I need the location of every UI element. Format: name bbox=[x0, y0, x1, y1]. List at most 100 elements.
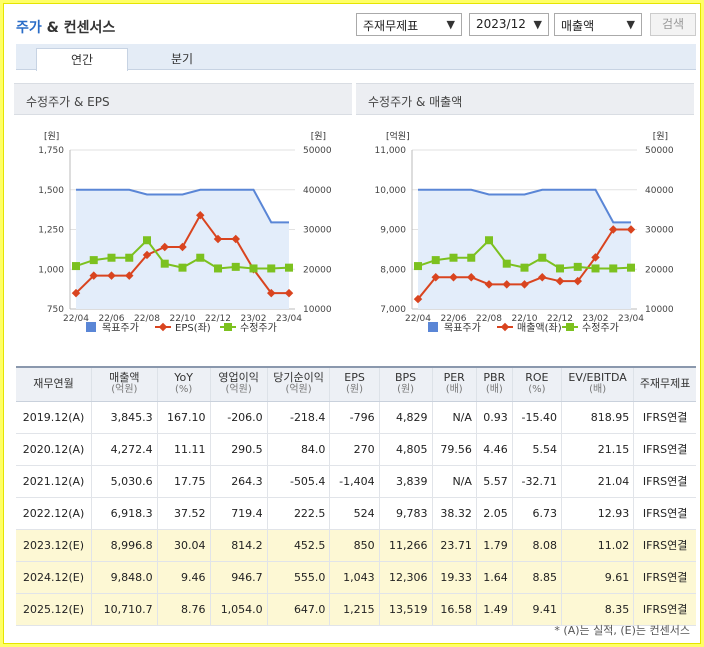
table-cell: 555.0 bbox=[266, 561, 330, 594]
right-tick-label: 10000 bbox=[303, 305, 332, 315]
right-tick-label: 30000 bbox=[645, 226, 674, 236]
table-cell: 1,043 bbox=[329, 561, 380, 594]
data-point bbox=[449, 272, 458, 282]
data-point bbox=[449, 253, 458, 262]
table-cell: -32.71 bbox=[511, 465, 562, 498]
table-cell: 11,266 bbox=[378, 529, 433, 562]
table-cell: IFRS연결 bbox=[633, 465, 696, 498]
column-header: 재무연월 bbox=[16, 366, 92, 402]
chart-panel-eps: 수정주가 & EPS [원] [원] 1,750 1,500 1,250 1,000 750… bbox=[14, 83, 352, 342]
data-point bbox=[502, 259, 511, 268]
search-button[interactable]: 검색 bbox=[650, 13, 696, 36]
table-cell: -218.4 bbox=[266, 401, 330, 434]
left-tick-label: 8,000 bbox=[380, 265, 406, 275]
data-point bbox=[125, 253, 134, 262]
table-cell: 946.7 bbox=[209, 561, 268, 594]
data-point bbox=[502, 280, 511, 289]
data-point bbox=[538, 253, 547, 262]
data-point bbox=[213, 234, 223, 244]
series-line bbox=[418, 188, 631, 224]
period-select[interactable]: 2023/12 ▼ bbox=[469, 13, 549, 36]
table-cell: 850 bbox=[329, 529, 380, 562]
column-header: 매출액 (억원) bbox=[91, 366, 158, 402]
x-tick-label: 22/06 bbox=[99, 314, 125, 324]
consensus-widget: 주가 & 컨센서스 주재무제표 ▼ 2023/12 ▼ 매출액 ▼ 검색 연간 분기 … bbox=[3, 3, 701, 644]
left-tick-label: 7,000 bbox=[380, 305, 406, 315]
data-point bbox=[214, 264, 222, 273]
column-header: 주재무제표 bbox=[633, 366, 696, 402]
data-point bbox=[591, 264, 600, 273]
table-cell: 12,306 bbox=[378, 561, 433, 594]
right-tick-label: 20000 bbox=[645, 265, 674, 275]
table-row: 2020.12(A) 4,272.4 11.11 290.5 84.0 270 4,805 7… bbox=[16, 433, 696, 466]
x-tick-label: 22/04 bbox=[405, 314, 431, 324]
data-point bbox=[143, 236, 151, 245]
item-select[interactable]: 매출액 ▼ bbox=[554, 13, 642, 36]
column-header: ROE (%) bbox=[511, 366, 562, 402]
table-cell: 12.93 bbox=[560, 497, 634, 530]
tab-annual[interactable]: 연간 bbox=[36, 48, 128, 71]
right-tick-label: 40000 bbox=[645, 186, 674, 196]
table-cell: 270 bbox=[329, 433, 380, 466]
data-point bbox=[485, 236, 493, 245]
table-cell: 9.46 bbox=[156, 561, 211, 594]
data-point bbox=[107, 253, 116, 262]
table-cell: 524 bbox=[329, 497, 380, 530]
chart-panel-sales: 수정주가 & 매출액 [억원] [원] 11,000 10,000 9,000 8,000… bbox=[356, 83, 694, 342]
table-cell: 16.58 bbox=[431, 593, 477, 626]
data-point bbox=[627, 263, 635, 272]
table-cell: 23.71 bbox=[431, 529, 477, 562]
column-header: PBR (배) bbox=[475, 366, 513, 402]
legend-swatch bbox=[566, 323, 574, 331]
x-tick-label: 22/10 bbox=[512, 314, 538, 324]
table-row: 2023.12(E) 8,996.8 30.04 814.2 452.5 850 11,26… bbox=[16, 529, 696, 562]
table-cell: 222.5 bbox=[266, 497, 330, 530]
table-cell: 1.64 bbox=[475, 561, 513, 594]
right-axis-unit: [원] bbox=[311, 131, 326, 142]
table-cell: 8.08 bbox=[511, 529, 562, 562]
table-cell: 4,272.4 bbox=[91, 433, 158, 466]
data-point bbox=[431, 272, 440, 282]
table-cell: IFRS연결 bbox=[633, 593, 696, 626]
panel-title: 수정주가 & 매출액 bbox=[356, 83, 694, 115]
table-cell: 2.05 bbox=[475, 497, 513, 530]
data-point bbox=[413, 294, 423, 304]
table-cell: 13,519 bbox=[378, 593, 433, 626]
legend-label: 수정주가 bbox=[240, 322, 277, 334]
table-cell: 9,848.0 bbox=[91, 561, 158, 594]
table-cell: 2025.12(E) bbox=[16, 593, 92, 626]
metric-select[interactable]: 주재무제표 ▼ bbox=[356, 13, 462, 36]
column-header: EV/EBITDA (배) bbox=[560, 366, 634, 402]
tab-quarterly[interactable]: 분기 bbox=[170, 52, 194, 66]
left-axis-unit: [원] bbox=[44, 131, 59, 142]
data-point bbox=[267, 264, 276, 273]
table-cell: 1.49 bbox=[475, 593, 513, 626]
table-cell: -206.0 bbox=[209, 401, 268, 434]
legend-swatch bbox=[86, 322, 96, 332]
table-cell: 4.46 bbox=[475, 433, 513, 466]
data-point bbox=[467, 253, 476, 262]
left-tick-label: 10,000 bbox=[375, 186, 407, 196]
table-cell: 8.76 bbox=[156, 593, 211, 626]
table-cell: 5,030.6 bbox=[91, 465, 158, 498]
data-point bbox=[160, 242, 169, 252]
legend-swatch bbox=[428, 322, 438, 332]
table-cell: 8.35 bbox=[560, 593, 634, 626]
footnote: * (A)는 실적, (E)는 컨센서스 bbox=[554, 624, 690, 637]
table-cell: IFRS연결 bbox=[633, 401, 696, 434]
right-tick-label: 30000 bbox=[303, 226, 332, 236]
data-point bbox=[72, 262, 80, 271]
left-tick-label: 750 bbox=[47, 305, 64, 315]
table-cell: 2021.12(A) bbox=[16, 465, 92, 498]
legend-label: 목표주가 bbox=[444, 322, 481, 334]
table-cell: 8,996.8 bbox=[91, 529, 158, 562]
table-row: 2025.12(E) 10,710.7 8.76 1,054.0 647.0 1,215 1… bbox=[16, 593, 696, 626]
table-cell: 8.85 bbox=[511, 561, 562, 594]
chevron-down-icon: ▼ bbox=[626, 18, 635, 31]
column-header: EPS (원) bbox=[329, 366, 380, 402]
table-cell: 4,805 bbox=[378, 433, 433, 466]
table-cell: IFRS연결 bbox=[633, 433, 696, 466]
legend-swatch bbox=[500, 322, 510, 332]
table-cell: 2019.12(A) bbox=[16, 401, 92, 434]
data-point bbox=[107, 271, 116, 280]
